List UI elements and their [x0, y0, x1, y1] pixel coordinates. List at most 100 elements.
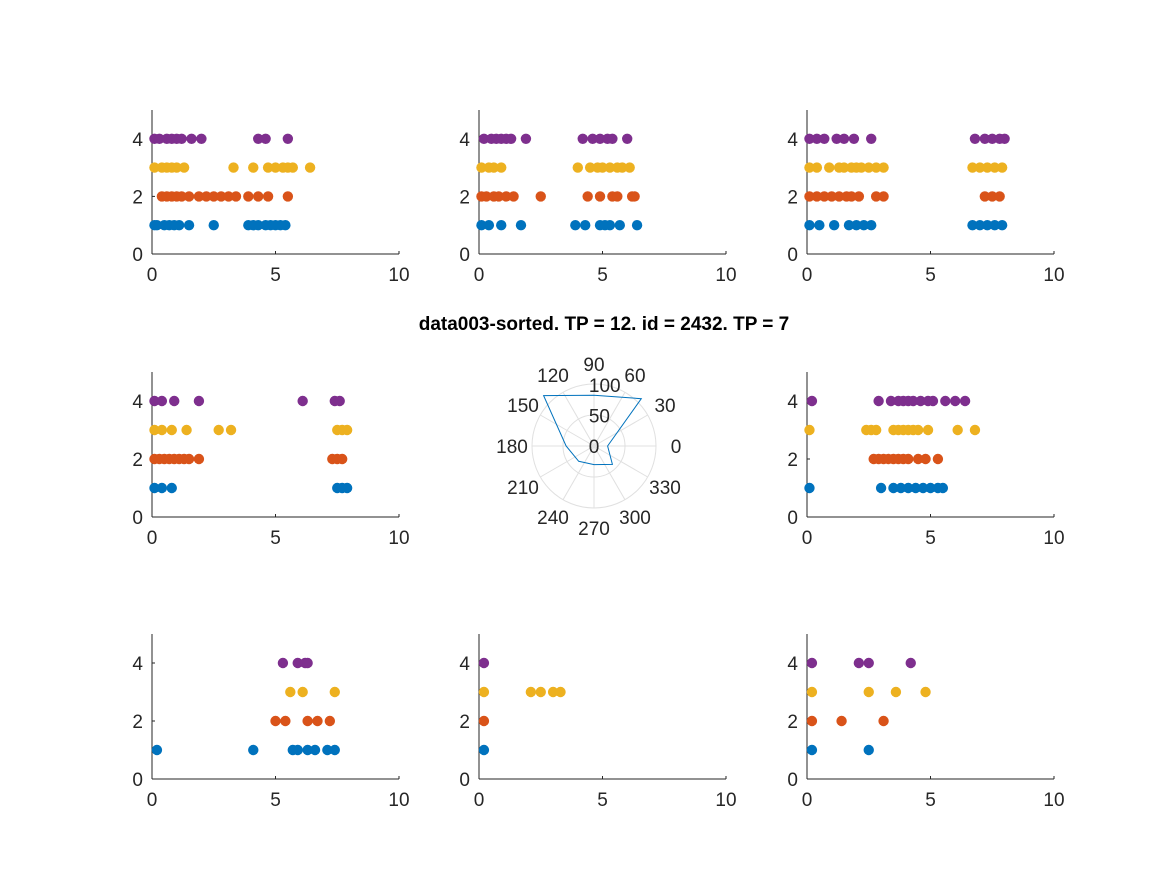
polar-angle-label: 300	[619, 508, 651, 529]
data-point	[932, 453, 944, 465]
polar-angle-label: 60	[624, 366, 645, 387]
data-point	[804, 220, 815, 231]
data-point	[166, 482, 177, 494]
x-tick-label: 10	[1043, 265, 1064, 286]
data-point	[230, 191, 242, 202]
data-point	[193, 395, 205, 407]
y-tick-label: 2	[459, 187, 470, 208]
x-tick-label: 0	[802, 528, 813, 549]
data-point	[989, 162, 1000, 173]
x-tick-label: 0	[474, 790, 485, 811]
x-tick-label: 5	[925, 265, 936, 286]
y-tick-label: 2	[787, 712, 798, 733]
data-point	[547, 686, 559, 698]
data-point	[824, 162, 835, 173]
data-point	[631, 220, 643, 231]
x-tick-label: 0	[147, 528, 158, 549]
data-point	[811, 133, 823, 144]
data-point	[176, 133, 187, 144]
data-point	[260, 133, 271, 144]
data-point	[846, 191, 857, 202]
data-point	[584, 162, 596, 173]
data-point	[863, 686, 874, 698]
data-point	[826, 191, 837, 202]
data-point	[535, 191, 546, 202]
series-3	[804, 162, 1008, 173]
series-3	[806, 686, 931, 698]
data-point	[866, 220, 877, 231]
data-point	[577, 133, 588, 144]
subplot-1: 0 5 10 0 2 4	[132, 110, 410, 286]
data-point	[253, 133, 264, 144]
series-2	[806, 715, 889, 727]
x-tick-label: 5	[270, 528, 281, 549]
series-2	[804, 191, 1005, 202]
series-4	[149, 395, 345, 407]
data-point	[875, 482, 887, 494]
series-3	[285, 686, 340, 698]
data-point	[171, 162, 182, 173]
series-4	[806, 395, 971, 407]
data-point	[505, 133, 517, 144]
data-point	[322, 744, 333, 756]
data-point	[302, 715, 313, 727]
data-point	[843, 220, 855, 231]
series-2	[868, 453, 944, 465]
data-point	[285, 686, 296, 698]
data-point	[617, 162, 628, 173]
data-point	[819, 191, 830, 202]
data-point	[979, 191, 991, 202]
polar-radius-label: 0	[589, 437, 600, 458]
data-point	[262, 191, 274, 202]
data-point	[915, 395, 926, 407]
data-point	[905, 657, 916, 669]
data-point	[982, 162, 993, 173]
data-point	[969, 424, 981, 436]
y-tick-label: 4	[132, 392, 143, 413]
y-tick-label: 4	[132, 654, 143, 675]
data-point	[804, 133, 815, 144]
polar-angle-label: 120	[537, 366, 569, 387]
data-point	[624, 162, 635, 173]
y-tick-label: 0	[787, 770, 798, 791]
data-point	[979, 133, 991, 144]
data-point	[920, 686, 931, 698]
data-point	[213, 424, 224, 436]
data-point	[920, 453, 931, 465]
subplot-2: 0 5 10 0 2 4	[459, 110, 737, 286]
polar-spoke	[540, 414, 595, 447]
data-point	[156, 482, 168, 494]
x-tick-label: 0	[802, 265, 813, 286]
x-tick-label: 0	[474, 265, 485, 286]
polar-radius-label: 50	[589, 406, 610, 427]
data-point	[922, 424, 934, 436]
y-tick-label: 2	[132, 187, 143, 208]
data-point	[925, 482, 936, 494]
data-point	[863, 657, 874, 669]
y-tick-label: 0	[787, 245, 798, 266]
data-point	[806, 744, 818, 756]
data-point	[476, 220, 487, 231]
data-point	[804, 482, 815, 494]
x-tick-label: 10	[1043, 790, 1064, 811]
data-point	[555, 686, 566, 698]
data-point	[336, 453, 348, 465]
data-point	[341, 482, 353, 494]
data-point	[836, 715, 847, 727]
x-tick-label: 0	[802, 790, 813, 811]
data-point	[828, 220, 840, 231]
data-point	[838, 162, 850, 173]
polar-spoke	[562, 392, 595, 447]
data-point	[149, 395, 160, 407]
y-tick-label: 4	[787, 654, 798, 675]
data-point	[223, 191, 234, 202]
data-point	[831, 133, 842, 144]
data-point	[912, 453, 924, 465]
data-point	[270, 715, 281, 727]
y-tick-label: 0	[787, 508, 798, 529]
data-point	[969, 133, 981, 144]
data-point	[863, 744, 874, 756]
data-point	[478, 133, 490, 144]
